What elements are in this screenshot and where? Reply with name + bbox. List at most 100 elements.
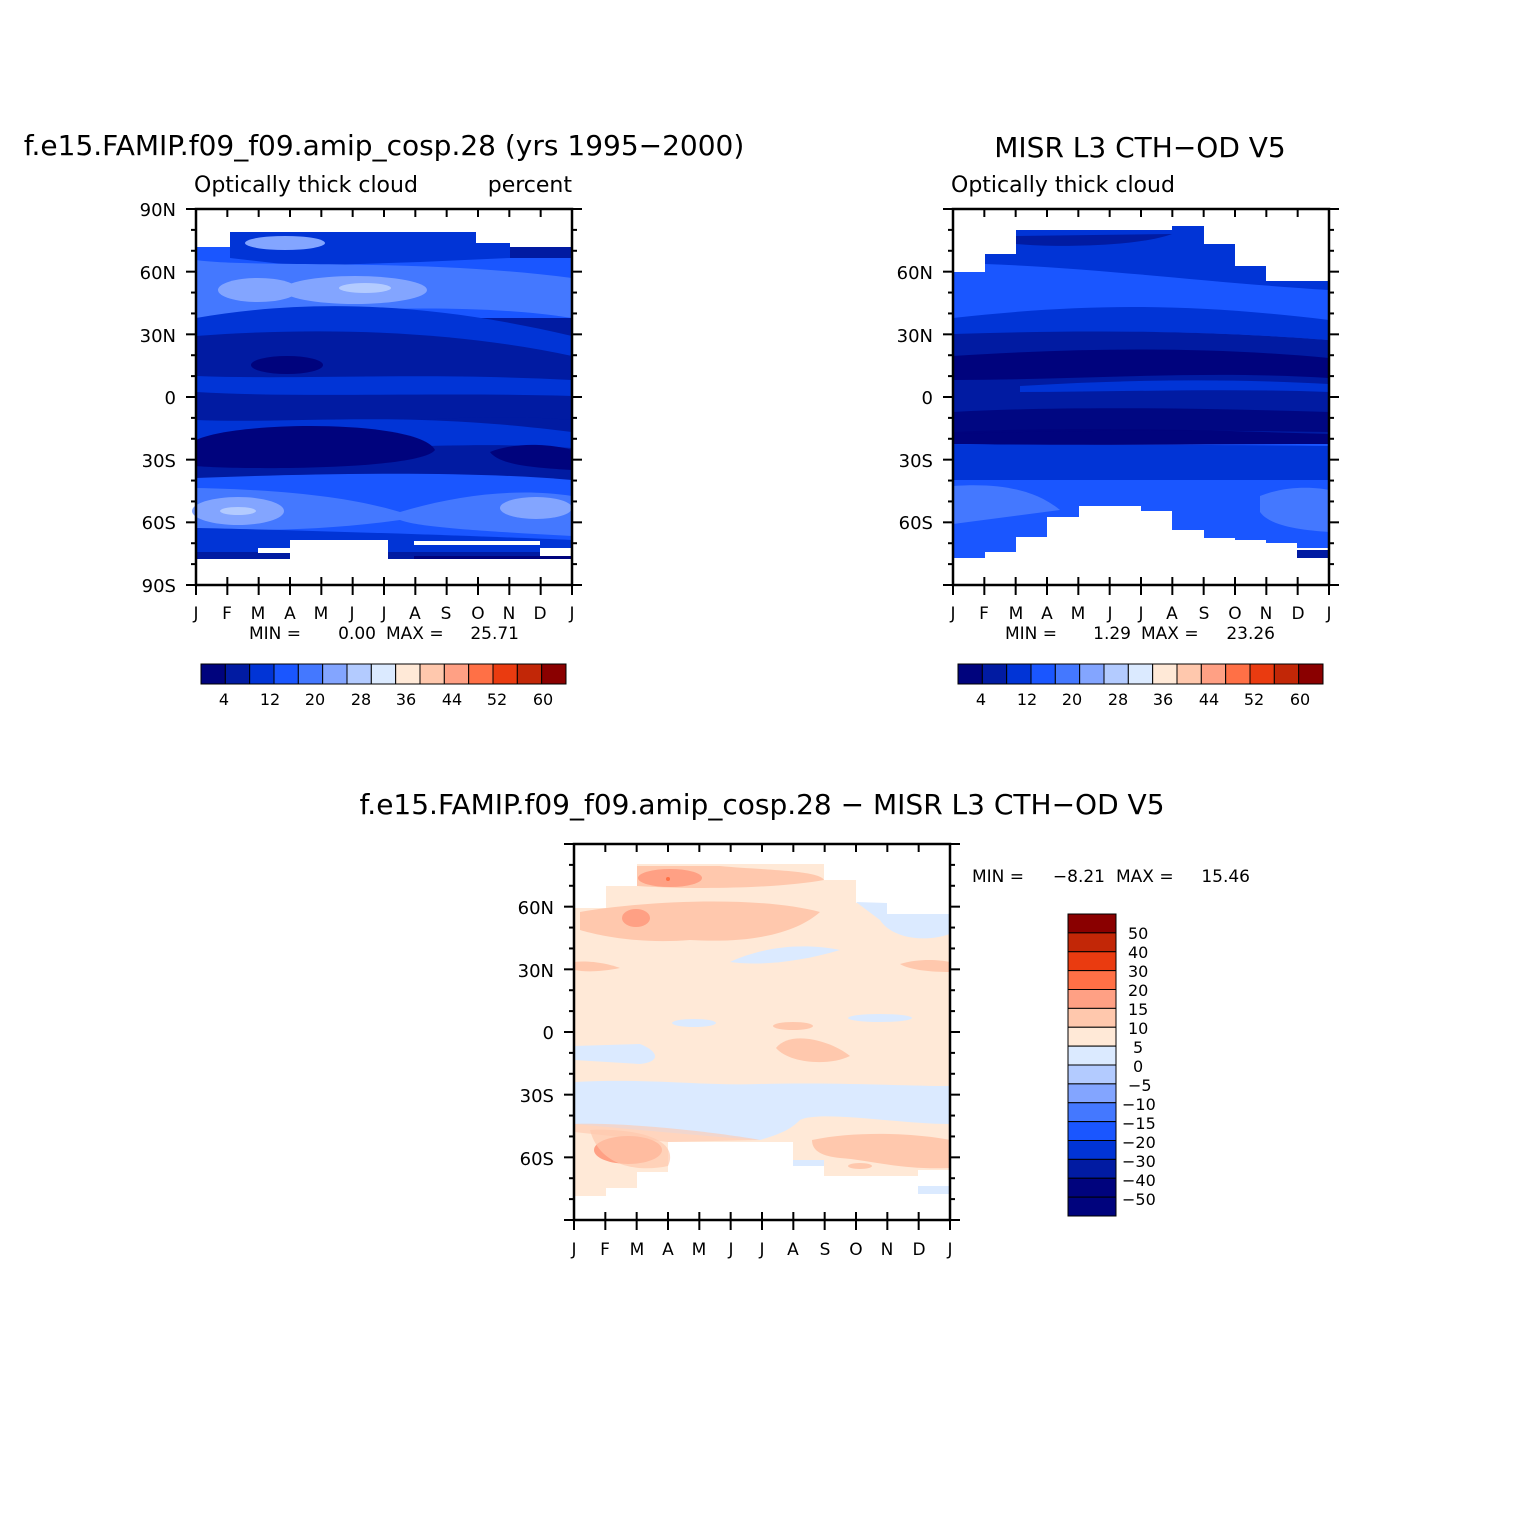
panel1-plot-field bbox=[192, 209, 572, 585]
panel2-x-axis: J F M A M J J A S O N D J bbox=[949, 604, 1331, 624]
panel2-xtick: O bbox=[1228, 604, 1241, 624]
panel1-cb-label: 44 bbox=[442, 690, 462, 709]
panel1-colorbar-swatch bbox=[419, 663, 445, 685]
panel2-colorbar-labels: 4 12 20 28 36 44 52 60 bbox=[976, 690, 1310, 709]
panel1-units-label: percent bbox=[488, 173, 573, 198]
panel2-left-label: Optically thick cloud bbox=[951, 173, 1175, 198]
panel2-xtick: M bbox=[1009, 604, 1024, 624]
panel1-title: f.e15.FAMIP.f09_f09.amip_cosp.28 (yrs 19… bbox=[24, 129, 745, 162]
panel3-colorbar-swatch bbox=[1067, 1177, 1117, 1198]
panel1-cb-label: 20 bbox=[305, 690, 325, 709]
panel3-stats: MIN = −8.21 MAX = 15.46 bbox=[972, 867, 1250, 887]
panel2-cb-label: 4 bbox=[976, 690, 986, 709]
panel2-colorbar-swatch bbox=[1273, 663, 1300, 685]
panel2-colorbar-swatch bbox=[1006, 663, 1032, 685]
panel1-colorbar-swatch bbox=[297, 663, 324, 685]
panel2-xtick: J bbox=[1137, 604, 1143, 624]
panel3-cb-label: −5 bbox=[1128, 1076, 1152, 1095]
panel1-colorbar-labels: 4 12 20 28 36 44 52 60 bbox=[219, 690, 553, 709]
panel3-colorbar-swatch bbox=[1067, 951, 1117, 972]
panel1-xtick: J bbox=[348, 604, 354, 624]
panel1-ytick-60N: 60N bbox=[140, 263, 176, 284]
panel3-xtick: D bbox=[912, 1240, 925, 1260]
panel1-ytick-30N: 30N bbox=[140, 326, 176, 347]
panel1-xtick: A bbox=[284, 604, 296, 624]
panel2-xtick: J bbox=[949, 604, 955, 624]
panel3-xtick: O bbox=[849, 1240, 862, 1260]
panel1-min-label: MIN = bbox=[249, 624, 301, 644]
panel3-colorbar-swatch bbox=[1067, 989, 1117, 1009]
panel3-xtick: S bbox=[820, 1240, 831, 1260]
panel1-xtick: F bbox=[222, 604, 232, 624]
panel2-plot-field bbox=[953, 209, 1329, 585]
panel2-xtick: J bbox=[1106, 604, 1112, 624]
panel3-cb-label: 50 bbox=[1128, 924, 1148, 943]
panel3-xtick: J bbox=[727, 1240, 733, 1260]
panel2-max-value: 23.26 bbox=[1226, 624, 1275, 644]
panel1-ytick-90S: 90S bbox=[142, 576, 176, 597]
panel3-colorbar bbox=[1067, 913, 1117, 1217]
panel2-ytick-30N: 30N bbox=[897, 326, 933, 347]
panel3-cb-label: −30 bbox=[1122, 1152, 1156, 1171]
panel3-xtick: A bbox=[787, 1240, 799, 1260]
panel3-cb-label: −10 bbox=[1122, 1095, 1156, 1114]
panel1-xtick: M bbox=[251, 604, 266, 624]
panel1-xtick: A bbox=[409, 604, 421, 624]
panel1-ytick-0: 0 bbox=[165, 388, 176, 409]
panel3-colorbar-swatch bbox=[1067, 970, 1117, 990]
panel3-colorbar-swatch bbox=[1067, 1026, 1117, 1047]
panel3-ytick-30N: 30N bbox=[518, 961, 554, 982]
panel1-colorbar-swatch bbox=[273, 663, 299, 685]
panel3-colorbar-swatch bbox=[1067, 1158, 1117, 1179]
panel-model: f.e15.FAMIP.f09_f09.amip_cosp.28 (yrs 19… bbox=[24, 129, 745, 709]
panel2-colorbar-swatch bbox=[1030, 663, 1056, 685]
panel2-xtick: S bbox=[1199, 604, 1210, 624]
panel1-cb-label: 28 bbox=[351, 690, 371, 709]
panel1-cb-label: 4 bbox=[219, 690, 229, 709]
panel2-xtick: M bbox=[1071, 604, 1086, 624]
panel2-colorbar-swatch bbox=[957, 663, 983, 685]
panel2-ytick-60N: 60N bbox=[897, 263, 933, 284]
panel1-left-label: Optically thick cloud bbox=[194, 173, 418, 198]
panel1-cb-label: 60 bbox=[533, 690, 553, 709]
panel3-cb-label: 40 bbox=[1128, 943, 1148, 962]
panel3-colorbar-swatch bbox=[1067, 1064, 1117, 1085]
panel2-colorbar-swatch bbox=[1249, 663, 1275, 685]
panel3-cb-label: −50 bbox=[1122, 1190, 1156, 1209]
panel2-xtick: D bbox=[1291, 604, 1304, 624]
panel2-xtick: F bbox=[979, 604, 989, 624]
panel1-cb-label: 36 bbox=[396, 690, 416, 709]
panel1-colorbar-swatch bbox=[395, 663, 421, 685]
panel1-xtick: N bbox=[503, 604, 516, 624]
panel2-stats: MIN = 1.29 MAX = 23.26 bbox=[1005, 624, 1275, 644]
panel-difference: f.e15.FAMIP.f09_f09.amip_cosp.28 − MISR … bbox=[359, 788, 1250, 1260]
panel1-colorbar-swatch bbox=[492, 663, 518, 685]
panel3-plot-field bbox=[574, 844, 950, 1220]
panel2-tick-marks bbox=[943, 208, 1339, 595]
panel3-min-value: −8.21 bbox=[1053, 867, 1105, 887]
panel1-min-value: 0.00 bbox=[338, 624, 376, 644]
panel2-colorbar-swatch bbox=[1152, 663, 1178, 685]
panel3-max-value: 15.46 bbox=[1201, 867, 1250, 887]
panel2-cb-label: 60 bbox=[1290, 690, 1310, 709]
panel3-cb-label: 5 bbox=[1133, 1038, 1143, 1057]
panel3-tick-marks bbox=[564, 843, 960, 1230]
panel2-colorbar-swatch bbox=[1127, 663, 1154, 685]
panel2-title: MISR L3 CTH−OD V5 bbox=[994, 131, 1286, 164]
panel3-colorbar-swatch bbox=[1067, 1140, 1117, 1160]
panel1-xtick: S bbox=[441, 604, 452, 624]
panel3-xtick: M bbox=[692, 1240, 707, 1260]
panel1-xtick: J bbox=[568, 604, 574, 624]
panel3-colorbar-swatch bbox=[1067, 1102, 1117, 1123]
panel2-colorbar-swatch bbox=[1225, 663, 1251, 685]
panel3-cb-label: 30 bbox=[1128, 962, 1148, 981]
panel1-ytick-60S: 60S bbox=[142, 513, 176, 534]
panel2-colorbar bbox=[957, 663, 1324, 685]
panel3-colorbar-labels: 50 40 30 20 15 10 5 0 −5 −10 −15 −20 −30… bbox=[1122, 924, 1156, 1209]
panel1-xtick: O bbox=[471, 604, 484, 624]
panel3-y-axis: 60N 30N 0 30S 60S bbox=[518, 898, 554, 1170]
panel2-colorbar-swatch bbox=[1103, 663, 1129, 685]
panel1-colorbar bbox=[200, 663, 567, 685]
panel3-x-axis: J F M A M J J A S O N D J bbox=[570, 1240, 952, 1260]
panel2-xtick: A bbox=[1166, 604, 1178, 624]
